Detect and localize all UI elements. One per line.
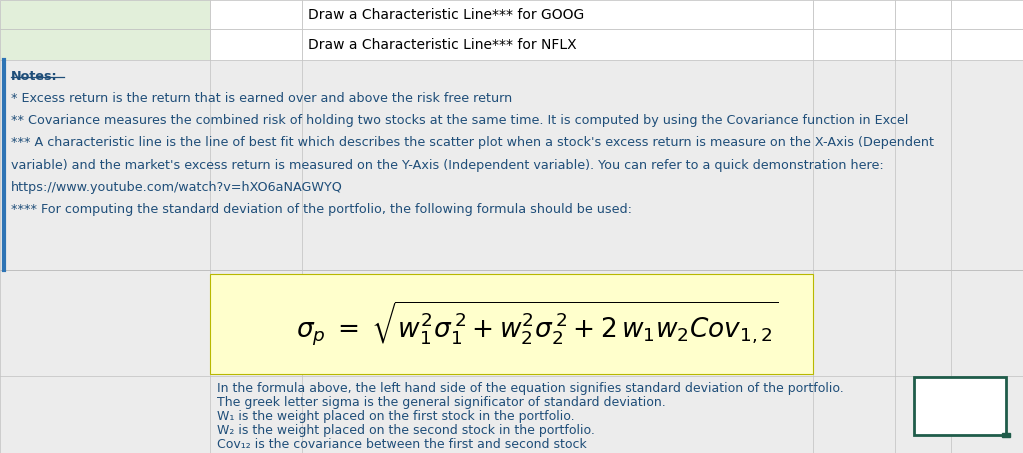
- Bar: [895, 29, 951, 60]
- Bar: [813, 0, 895, 29]
- Text: *** A characteristic line is the line of best fit which describes the scatter pl: *** A characteristic line is the line of…: [11, 136, 934, 149]
- Text: * Excess return is the return that is earned over and above the risk free return: * Excess return is the return that is ea…: [11, 92, 513, 105]
- Text: Draw a Characteristic Line*** for NFLX: Draw a Characteristic Line*** for NFLX: [308, 38, 577, 52]
- Bar: [0, 270, 1023, 453]
- Text: variable) and the market's excess return is measured on the Y-Axis (Independent : variable) and the market's excess return…: [11, 159, 884, 172]
- Text: Notes:: Notes:: [11, 70, 58, 83]
- Text: W₁ is the weight placed on the first stock in the portfolio.: W₁ is the weight placed on the first sto…: [217, 410, 575, 423]
- Bar: [951, 29, 1023, 60]
- Text: ** Covariance measures the combined risk of holding two stocks at the same time.: ** Covariance measures the combined risk…: [11, 114, 908, 127]
- Text: https://www.youtube.com/watch?v=hXO6aNAGWYQ: https://www.youtube.com/watch?v=hXO6aNAG…: [11, 181, 343, 194]
- Text: In the formula above, the left hand side of the equation signifies standard devi: In the formula above, the left hand side…: [217, 382, 844, 395]
- Text: Draw a Characteristic Line*** for GOOG: Draw a Characteristic Line*** for GOOG: [308, 8, 584, 22]
- Text: Cov₁₂ is the covariance between the first and second stock: Cov₁₂ is the covariance between the firs…: [217, 438, 586, 451]
- Bar: [895, 0, 951, 29]
- Bar: [210, 274, 813, 374]
- Bar: [302, 0, 813, 29]
- Text: $\sigma_p \; = \; \sqrt{w_1^2\sigma_1^{\,2} + w_2^2\sigma_2^{\,2} + 2\,w_1 w_2 C: $\sigma_p \; = \; \sqrt{w_1^2\sigma_1^{\…: [296, 300, 779, 348]
- Bar: [813, 29, 895, 60]
- Bar: [0, 60, 1023, 270]
- Bar: [302, 29, 813, 60]
- Bar: [0, 0, 210, 29]
- Bar: [914, 377, 1006, 435]
- Bar: [0, 29, 210, 60]
- Bar: [210, 29, 302, 60]
- Bar: [210, 0, 302, 29]
- Text: W₂ is the weight placed on the second stock in the portfolio.: W₂ is the weight placed on the second st…: [217, 424, 594, 437]
- Bar: [1002, 433, 1010, 437]
- Text: **** For computing the standard deviation of the portfolio, the following formul: **** For computing the standard deviatio…: [11, 203, 632, 216]
- Bar: [951, 0, 1023, 29]
- Text: The greek letter sigma is the general significator of standard deviation.: The greek letter sigma is the general si…: [217, 396, 666, 409]
